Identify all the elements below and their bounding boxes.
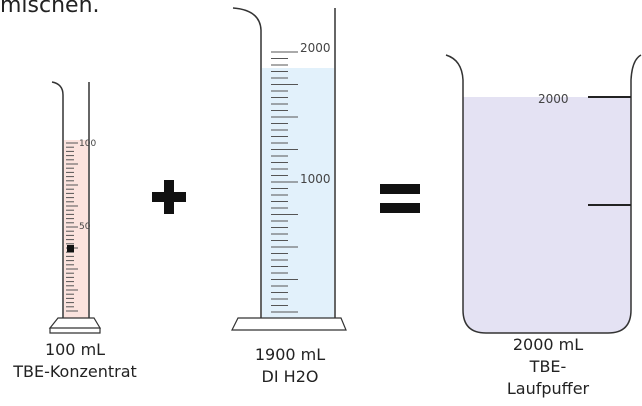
liquid <box>262 68 334 318</box>
name-label: Laufpuffer <box>507 379 590 398</box>
scale-label: 50 <box>79 222 91 232</box>
amount-label: 100 mL <box>45 340 105 359</box>
scale-label: 1000 <box>300 172 331 186</box>
marker <box>67 245 74 252</box>
liquid <box>463 97 631 333</box>
small-cylinder: 100 50 <box>50 82 100 333</box>
equals-sign <box>380 203 420 213</box>
equals-sign <box>380 184 420 194</box>
name-label: TBE- <box>529 357 567 376</box>
scale-label: 100 <box>79 139 96 149</box>
beaker: 2000 <box>446 55 641 333</box>
amount-label: 2000 mL <box>513 335 583 354</box>
plus-sign <box>152 180 186 214</box>
large-cylinder: 2000 1000 <box>232 8 346 330</box>
diagram: mischen. 100 50 100 mL TBE-Konzentrat 20… <box>0 0 642 406</box>
name-label: TBE-Konzentrat <box>12 362 137 381</box>
scale-label: 2000 <box>538 92 569 106</box>
scale-label: 2000 <box>300 41 331 55</box>
amount-label: 1900 mL <box>255 345 325 364</box>
base <box>232 318 346 330</box>
instruction-text: mischen. <box>0 0 100 18</box>
name-label: DI H2O <box>262 367 319 386</box>
base <box>50 318 100 333</box>
